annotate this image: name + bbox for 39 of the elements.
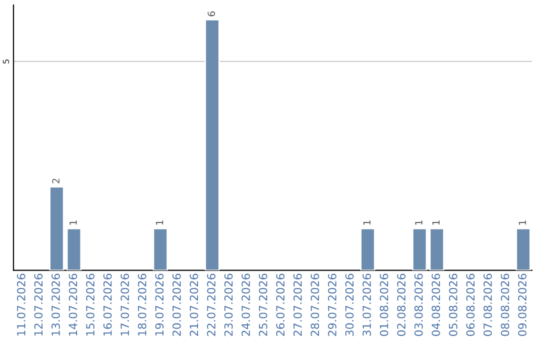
data-label: 1 [363, 220, 370, 225]
data-label: 2 [52, 178, 60, 184]
x-tick-label: 23.07.2026 [224, 274, 233, 336]
x-tick-label: 04.08.2026 [432, 274, 440, 336]
x-tick-label: 28.07.2026 [310, 274, 320, 336]
x-tick-label: 06.08.2026 [466, 274, 475, 336]
x-tick-label: 01.08.2026 [380, 274, 388, 336]
x-tick-label: 31.07.2026 [362, 274, 371, 336]
x-tick-label: 15.07.2026 [86, 274, 94, 336]
x-tick-label: 22.07.2026 [207, 274, 216, 336]
x-tick-label: 07.08.2026 [484, 274, 492, 336]
x-tick-label: 21.07.2026 [190, 274, 198, 336]
x-tick-label: 20.07.2026 [172, 274, 181, 336]
x-tick-label: 12.07.2026 [34, 274, 43, 336]
x-tick-label: 26.07.2026 [276, 274, 285, 336]
x-tick-label: 18.07.2026 [138, 274, 146, 336]
x-tick-label: 13.07.2026 [52, 274, 60, 336]
data-label: 6 [208, 11, 216, 16]
data-label: 1 [156, 220, 164, 225]
x-tick-label: 16.07.2026 [103, 274, 112, 336]
x-tick-label: 09.08.2026 [518, 274, 526, 336]
x-tick-label: 17.07.2026 [120, 274, 130, 336]
x-tick-label: 03.08.2026 [414, 274, 423, 336]
x-tick-label: 02.08.2026 [397, 274, 406, 336]
x-tick-label: 08.08.2026 [500, 274, 510, 336]
x-tick-label: 11.07.2026 [16, 274, 26, 336]
data-label: 1 [432, 220, 440, 225]
data-label: 1 [415, 220, 422, 225]
x-tick-label: 30.07.2026 [345, 274, 354, 336]
x-tick-label: 05.08.2026 [448, 274, 458, 336]
x-tick-label: 19.07.2026 [155, 274, 164, 336]
x-tick-label: 25.07.2026 [258, 274, 268, 336]
data-label: 1 [518, 220, 526, 225]
x-tick-label: 14.07.2026 [68, 274, 78, 336]
x-tick-label: 29.07.2026 [328, 274, 336, 336]
x-tick-label: 27.07.2026 [293, 274, 302, 336]
data-label: 1 [70, 220, 77, 225]
x-tick-label: 24.07.2026 [242, 274, 250, 336]
y-tick-label: 5 [2, 60, 10, 64]
